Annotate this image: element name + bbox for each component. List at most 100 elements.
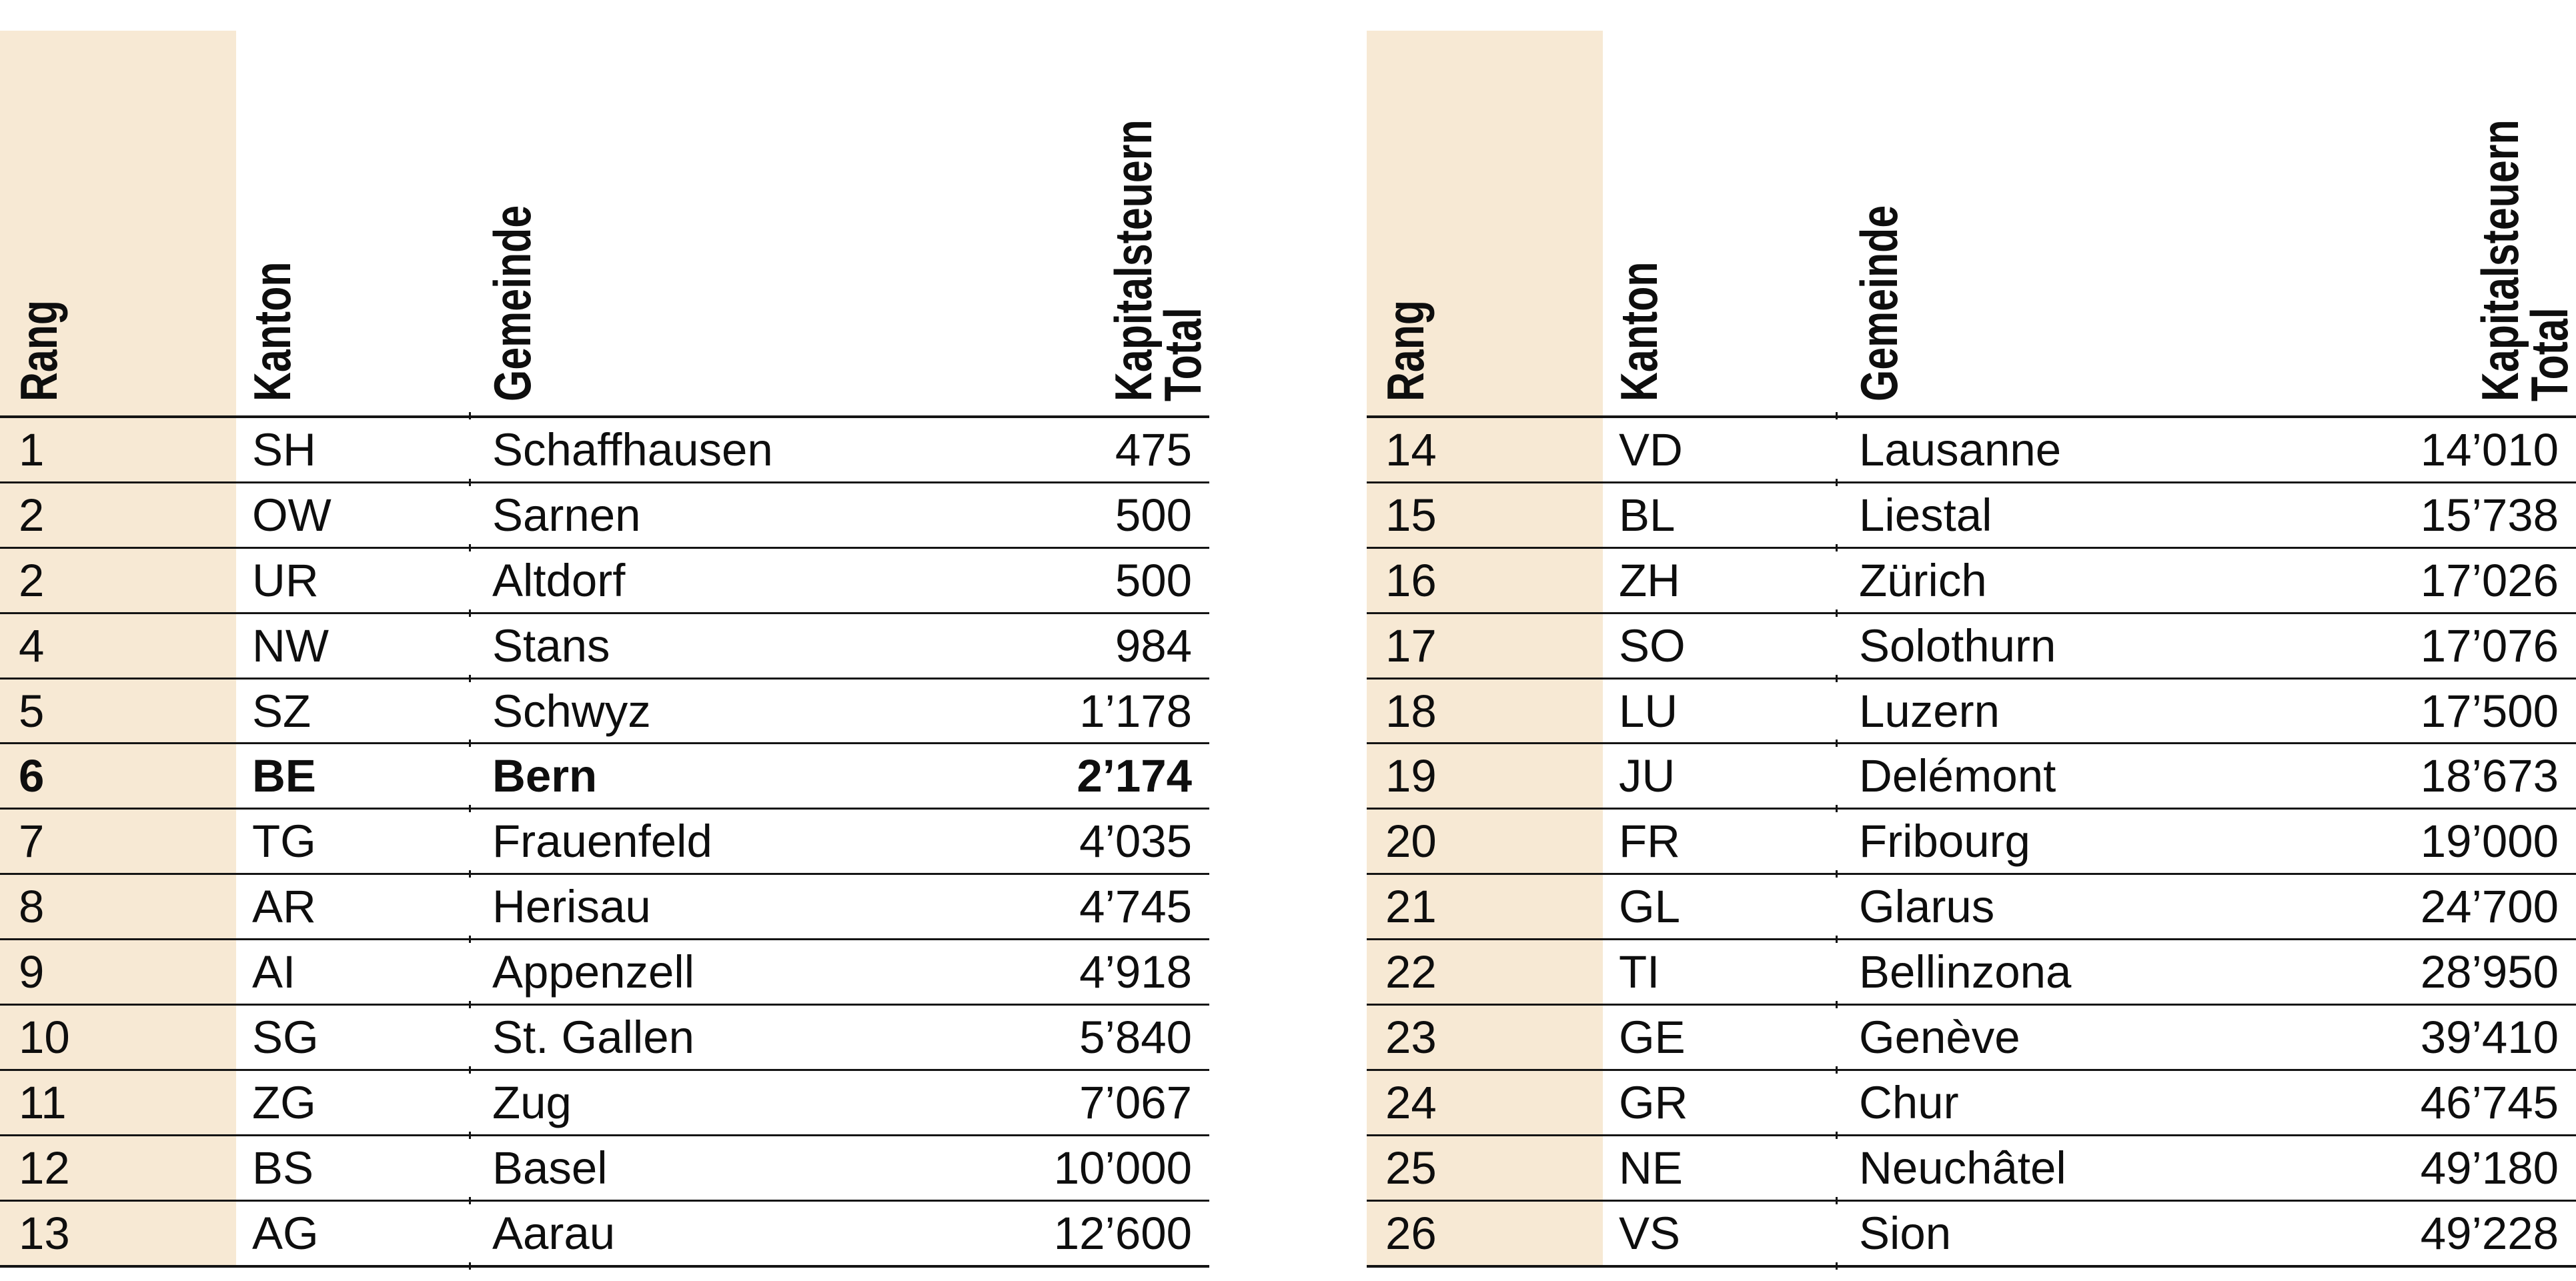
total-cell: 17’026	[2420, 554, 2559, 606]
kanton-cell: UR	[252, 554, 319, 606]
table-row: 11 ZG Zug 7’067	[0, 1071, 1209, 1139]
total-cell: 46’745	[2420, 1076, 2559, 1128]
kanton-cell: GL	[1619, 881, 1681, 933]
kanton-cell: NW	[252, 619, 329, 672]
kanton-cell: TI	[1619, 946, 1660, 998]
gemeinde-cell: Herisau	[492, 881, 651, 933]
rank-cell: 5	[19, 685, 45, 737]
table-row: 18 LU Luzern 17’500	[1367, 680, 2576, 748]
total-cell: 4’745	[1079, 881, 1192, 933]
gemeinde-cell: Aarau	[492, 1207, 616, 1259]
table-row: 24 GR Chur 46’745	[1367, 1071, 2576, 1139]
gemeinde-cell: Luzern	[1859, 685, 2000, 737]
kanton-cell: SO	[1619, 619, 1686, 672]
total-cell: 19’000	[2420, 816, 2559, 868]
gemeinde-cell: St. Gallen	[492, 1011, 694, 1063]
gemeinde-cell: Lausanne	[1859, 423, 2062, 475]
rank-cell: 26	[1385, 1207, 1437, 1259]
kanton-cell: VD	[1619, 423, 1683, 475]
rank-cell: 10	[19, 1011, 70, 1063]
table-row: 20 FR Fribourg 19’000	[1367, 810, 2576, 878]
gemeinde-cell: Liestal	[1859, 489, 1992, 541]
table-row: 6 BE Bern 2’174	[0, 744, 1209, 813]
rank-cell: 6	[19, 750, 45, 802]
rank-cell: 8	[19, 881, 45, 933]
table-row: 2 UR Altdorf 500	[0, 549, 1209, 617]
total-cell: 4’035	[1079, 816, 1192, 868]
ranking-table-left: Rang Kanton Gemeinde Kapitalsteuern Tota…	[0, 0, 1212, 1281]
rank-cell: 22	[1385, 946, 1437, 998]
rank-cell: 15	[1385, 489, 1437, 541]
total-cell: 24’700	[2420, 881, 2559, 933]
total-cell: 28’950	[2420, 946, 2559, 998]
rank-cell: 21	[1385, 881, 1437, 933]
total-cell: 17’500	[2420, 685, 2559, 737]
kanton-cell: BE	[252, 750, 316, 802]
gemeinde-cell: Delémont	[1859, 750, 2056, 802]
rang-column-band	[1367, 31, 1603, 1268]
total-cell: 18’673	[2420, 750, 2559, 802]
kanton-cell: ZH	[1619, 554, 1680, 606]
rank-cell: 12	[19, 1142, 70, 1194]
column-header-kapitalsteuern-total: Kapitalsteuern Total	[2471, 119, 2576, 401]
rank-cell: 2	[19, 489, 45, 541]
rank-cell: 23	[1385, 1011, 1437, 1063]
total-cell: 17’076	[2420, 619, 2559, 672]
table-row: 9 AI Appenzell 4’918	[0, 940, 1209, 1008]
rank-cell: 4	[19, 619, 45, 672]
table-row: 26 VS Sion 49’228	[1367, 1202, 2576, 1270]
rank-cell: 24	[1385, 1076, 1437, 1128]
rank-cell: 7	[19, 816, 45, 868]
rank-cell: 19	[1385, 750, 1437, 802]
total-cell: 12’600	[1053, 1207, 1192, 1259]
table-body: 1 SH Schaffhausen 475 2 OW Sarnen 500 2 …	[0, 412, 1209, 1270]
column-header-rang: Rang	[1376, 299, 1435, 401]
total-cell: 7’067	[1079, 1076, 1192, 1128]
gemeinde-cell: Zürich	[1859, 554, 1987, 606]
rank-cell: 18	[1385, 685, 1437, 737]
table-row: 21 GL Glarus 24’700	[1367, 875, 2576, 944]
rank-cell: 1	[19, 423, 45, 475]
kanton-cell: BL	[1619, 489, 1676, 541]
rank-cell: 13	[19, 1207, 70, 1259]
table-body: 14 VD Lausanne 14’010 15 BL Liestal 15’7…	[1367, 412, 2576, 1270]
total-cell: 500	[1115, 554, 1192, 606]
ranking-table-right: Rang Kanton Gemeinde Kapitalsteuern Tota…	[1367, 0, 2576, 1281]
kanton-cell: GE	[1619, 1011, 1686, 1063]
total-cell: 2’174	[1077, 750, 1192, 802]
kanton-cell: SH	[252, 423, 316, 475]
table-row: 17 SO Solothurn 17’076	[1367, 614, 2576, 682]
table-row: 10 SG St. Gallen 5’840	[0, 1006, 1209, 1074]
column-header-kapitalsteuern: Kapitalsteuern	[2471, 119, 2529, 401]
gemeinde-cell: Sarnen	[492, 489, 641, 541]
table-row: 8 AR Herisau 4’745	[0, 875, 1209, 944]
gemeinde-cell: Neuchâtel	[1859, 1142, 2066, 1194]
kanton-cell: VS	[1619, 1207, 1681, 1259]
gemeinde-cell: Schwyz	[492, 685, 651, 737]
table-row: 2 OW Sarnen 500	[0, 483, 1209, 551]
kanton-cell: AR	[252, 881, 316, 933]
rank-cell: 20	[1385, 816, 1437, 868]
table-row: 19 JU Delémont 18’673	[1367, 744, 2576, 813]
total-cell: 1’178	[1079, 685, 1192, 737]
gemeinde-cell: Appenzell	[492, 946, 695, 998]
gemeinde-cell: Fribourg	[1859, 816, 2030, 868]
kanton-cell: AI	[252, 946, 296, 998]
kanton-cell: AG	[252, 1207, 319, 1259]
rang-column-band	[0, 31, 236, 1268]
total-cell: 39’410	[2420, 1011, 2559, 1063]
gemeinde-cell: Bellinzona	[1859, 946, 2072, 998]
table-row: 1 SH Schaffhausen 475	[0, 418, 1209, 486]
kanton-cell: BS	[252, 1142, 314, 1194]
rank-cell: 9	[19, 946, 45, 998]
column-header-total: Total	[1153, 307, 1212, 401]
gemeinde-cell: Schaffhausen	[492, 423, 773, 475]
gemeinde-cell: Sion	[1859, 1207, 1952, 1259]
column-header-kapitalsteuern-total: Kapitalsteuern Total	[1104, 119, 1212, 401]
total-cell: 5’840	[1079, 1011, 1192, 1063]
column-header-kanton: Kanton	[243, 261, 301, 401]
kanton-cell: NE	[1619, 1142, 1683, 1194]
gemeinde-cell: Glarus	[1859, 881, 1995, 933]
gemeinde-cell: Bern	[492, 750, 598, 802]
